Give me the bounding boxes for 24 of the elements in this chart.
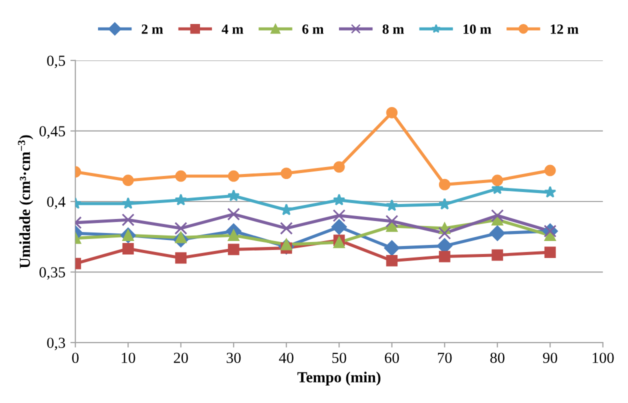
y-tick-label: 0,4	[47, 196, 66, 210]
y-tick-label: 0,3	[47, 338, 66, 350]
x-tick-label: 90	[542, 352, 558, 364]
legend-label: 10 m	[464, 24, 492, 34]
legend-label: 2 m	[142, 24, 163, 34]
x-tick-label: 50	[332, 352, 346, 364]
x-tick-label: 10	[122, 352, 136, 364]
y-tick-label: 0,45	[39, 126, 66, 139]
x-axis-title: Tempo (min)	[297, 372, 380, 386]
x-tick-label: 60	[384, 352, 399, 364]
x-tick-label: 30	[226, 352, 241, 364]
x-tick-label: 20	[174, 352, 188, 364]
x-tick-label: 80	[490, 352, 504, 364]
x-tick-label: 0	[72, 352, 79, 364]
legend-label: 4 m	[222, 24, 244, 34]
y-axis-title: Umidade (cm³·cm$^{−3}$)	[18, 135, 34, 268]
x-tick-label: 40	[279, 352, 294, 364]
y-tick-label: 0,5	[47, 56, 66, 68]
x-tick-label: 70	[438, 352, 452, 364]
y-tick-label: 0,35	[39, 267, 66, 280]
x-tick-label: 100	[592, 352, 614, 364]
legend-label: 8 m	[382, 24, 404, 34]
legend-label: 12 m	[550, 24, 578, 34]
legend-label: 6 m	[302, 24, 324, 34]
